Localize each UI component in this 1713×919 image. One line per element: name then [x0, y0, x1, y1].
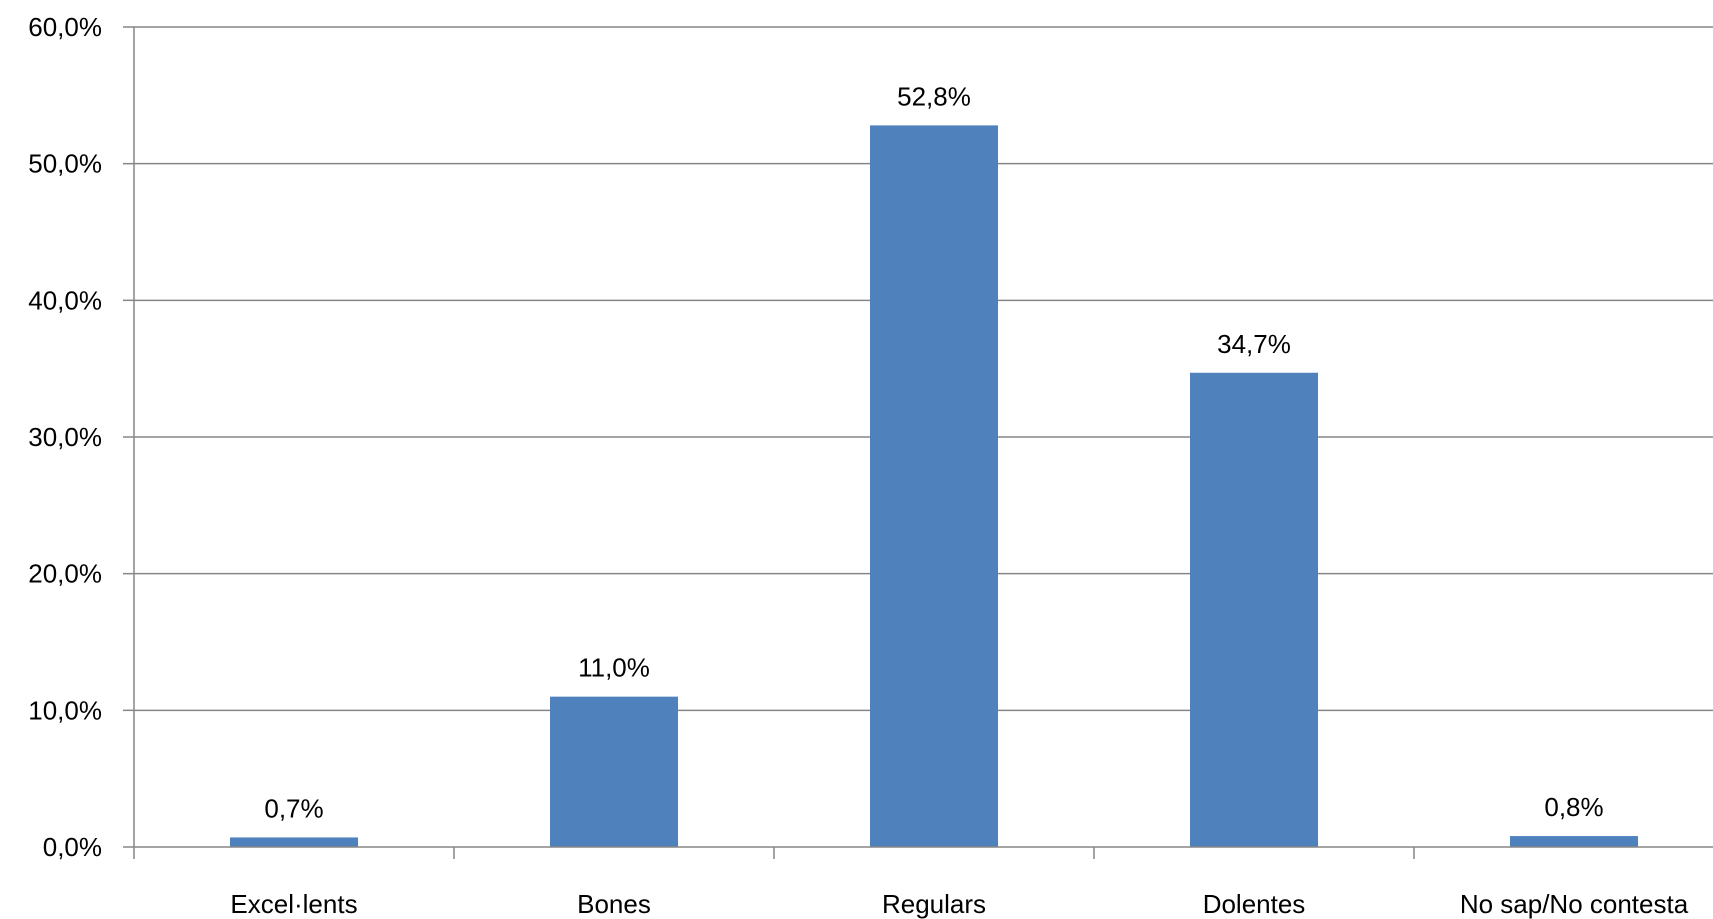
- x-tick-label: No sap/No contesta: [1460, 889, 1689, 919]
- labels: 0,0% 10,0% 20,0% 30,0% 40,0% 50,0% 60,0% 0,7% Ex…: [28, 12, 1688, 919]
- x-tick-label: Dolentes: [1203, 889, 1306, 919]
- y-tick-label: 60,0%: [28, 12, 102, 42]
- y-tick-label: 30,0%: [28, 422, 102, 452]
- data-label: 11,0%: [578, 653, 650, 683]
- axes: [123, 26, 1713, 859]
- y-tick-label: 40,0%: [28, 285, 102, 315]
- bar: [230, 837, 358, 847]
- x-tick-label: Excel·lents: [230, 889, 357, 919]
- data-label: 34,7%: [1217, 329, 1291, 359]
- bar: [550, 696, 678, 847]
- bar: [1190, 372, 1318, 847]
- data-label: 0,8%: [1544, 792, 1603, 822]
- x-tick-label: Bones: [577, 889, 651, 919]
- y-tick-label: 10,0%: [28, 695, 102, 725]
- bar: [870, 125, 998, 847]
- y-tick-label: 20,0%: [28, 559, 102, 589]
- y-tick-label: 0,0%: [43, 832, 102, 862]
- bars: [230, 125, 1638, 847]
- bar: [1510, 836, 1638, 847]
- x-tick-label: Regulars: [882, 889, 986, 919]
- data-label: 0,7%: [264, 793, 323, 823]
- data-label: 52,8%: [897, 81, 971, 111]
- y-tick-label: 50,0%: [28, 149, 102, 179]
